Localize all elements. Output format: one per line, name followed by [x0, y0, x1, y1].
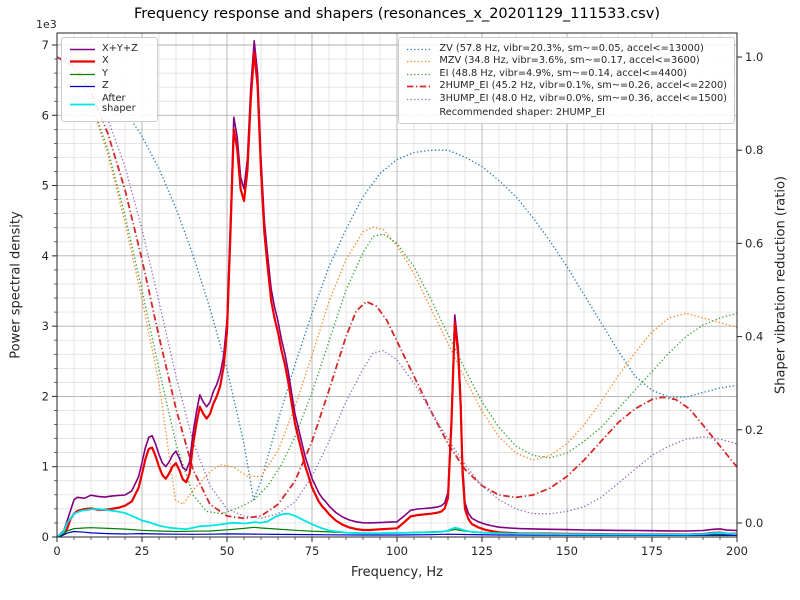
tick-label: 7 [42, 38, 49, 52]
legend-line-sample [70, 60, 95, 63]
legend-item: 3HUMP_EI (48.0 Hz, vibr=0.0%, sm~=0.36, … [406, 92, 727, 105]
legend-item: MZV (34.8 Hz, vibr=3.6%, sm~=0.17, accel… [406, 55, 727, 67]
tick-label: 25 [135, 544, 150, 558]
legend-line-sample [70, 85, 95, 88]
legend-line-sample [70, 48, 95, 50]
legend-shapers: ZV (57.8 Hz, vibr=20.3%, sm~=0.05, accel… [398, 37, 735, 125]
tick-label: 0 [53, 544, 60, 558]
legend-label: MZV (34.8 Hz, vibr=3.6%, sm~=0.17, accel… [439, 55, 700, 67]
tick-label: 75 [305, 544, 320, 558]
legend-line-sample [407, 60, 433, 63]
tick-label: 4 [42, 249, 49, 263]
legend-item: X [69, 55, 150, 67]
series-x-y-z [57, 39, 737, 537]
legend-item: Y [69, 67, 150, 80]
series-after-shaper [57, 507, 737, 537]
x-axis-label: Frequency, Hz [350, 565, 444, 580]
legend-label: Z [102, 80, 109, 92]
tick-label: 175 [641, 544, 663, 558]
tick-label: 150 [556, 544, 578, 558]
legend-item: X+Y+Z [69, 42, 150, 55]
series-z [57, 530, 737, 537]
legend-item: EI (48.8 Hz, vibr=4.9%, sm~=0.14, accel<… [406, 67, 727, 80]
tick-label: 100 [386, 544, 408, 558]
legend-line-sample [70, 103, 95, 106]
chart-title: Frequency response and shapers (resonanc… [134, 6, 660, 22]
legend-label: 2HUMP_EI (45.2 Hz, vibr=0.1%, sm~=0.26, … [439, 80, 727, 92]
legend-label: After shaper [102, 92, 136, 115]
tick-label: 5 [42, 179, 49, 193]
series-x [57, 50, 737, 537]
legend-line-sample [407, 73, 433, 75]
y-axis-multiplier: 1e3 [36, 18, 57, 31]
legend-label: X [102, 55, 109, 67]
legend-label: Y [102, 67, 108, 79]
tick-label: 2 [42, 389, 49, 403]
legend-label: ZV (57.8 Hz, vibr=20.3%, sm~=0.05, accel… [439, 42, 704, 54]
tick-label: 0.8 [745, 143, 763, 157]
legend-line-sample [70, 73, 95, 75]
tick-label: 3 [42, 319, 49, 333]
tick-label: 0 [42, 530, 49, 544]
recommended-shaper-note: Recommended shaper: 2HUMP_EI [439, 106, 606, 118]
legend-item: Z [69, 80, 150, 92]
tick-label: 125 [471, 544, 493, 558]
tick-label: 1.0 [745, 50, 763, 64]
legend-line-sample [407, 48, 433, 50]
legend-psd: X+Y+Z X Y Z After shaper [61, 37, 158, 122]
tick-label: 6 [42, 108, 49, 122]
tick-label: 0.2 [745, 423, 763, 437]
legend-label: EI (48.8 Hz, vibr=4.9%, sm~=0.14, accel<… [439, 67, 687, 79]
tick-label: 50 [220, 544, 235, 558]
series-2hump-ei [57, 56, 737, 520]
tick-label: 0.6 [745, 236, 763, 250]
legend-item: ZV (57.8 Hz, vibr=20.3%, sm~=0.05, accel… [406, 42, 727, 55]
series-zv [57, 56, 737, 501]
legend-label: 3HUMP_EI (48.0 Hz, vibr=0.0%, sm~=0.36, … [439, 92, 727, 104]
legend-item: 2HUMP_EI (45.2 Hz, vibr=0.1%, sm~=0.26, … [406, 80, 727, 92]
legend-line-sample [407, 98, 433, 100]
legend-item: After shaper [69, 92, 150, 116]
tick-label: 200 [726, 544, 748, 558]
series-ei [57, 56, 737, 515]
legend-label: X+Y+Z [102, 42, 138, 54]
tick-label: 0.4 [745, 330, 763, 344]
legend-line-sample [407, 85, 433, 88]
tick-label: 0.0 [745, 516, 763, 530]
tick-label: 1 [42, 460, 49, 474]
